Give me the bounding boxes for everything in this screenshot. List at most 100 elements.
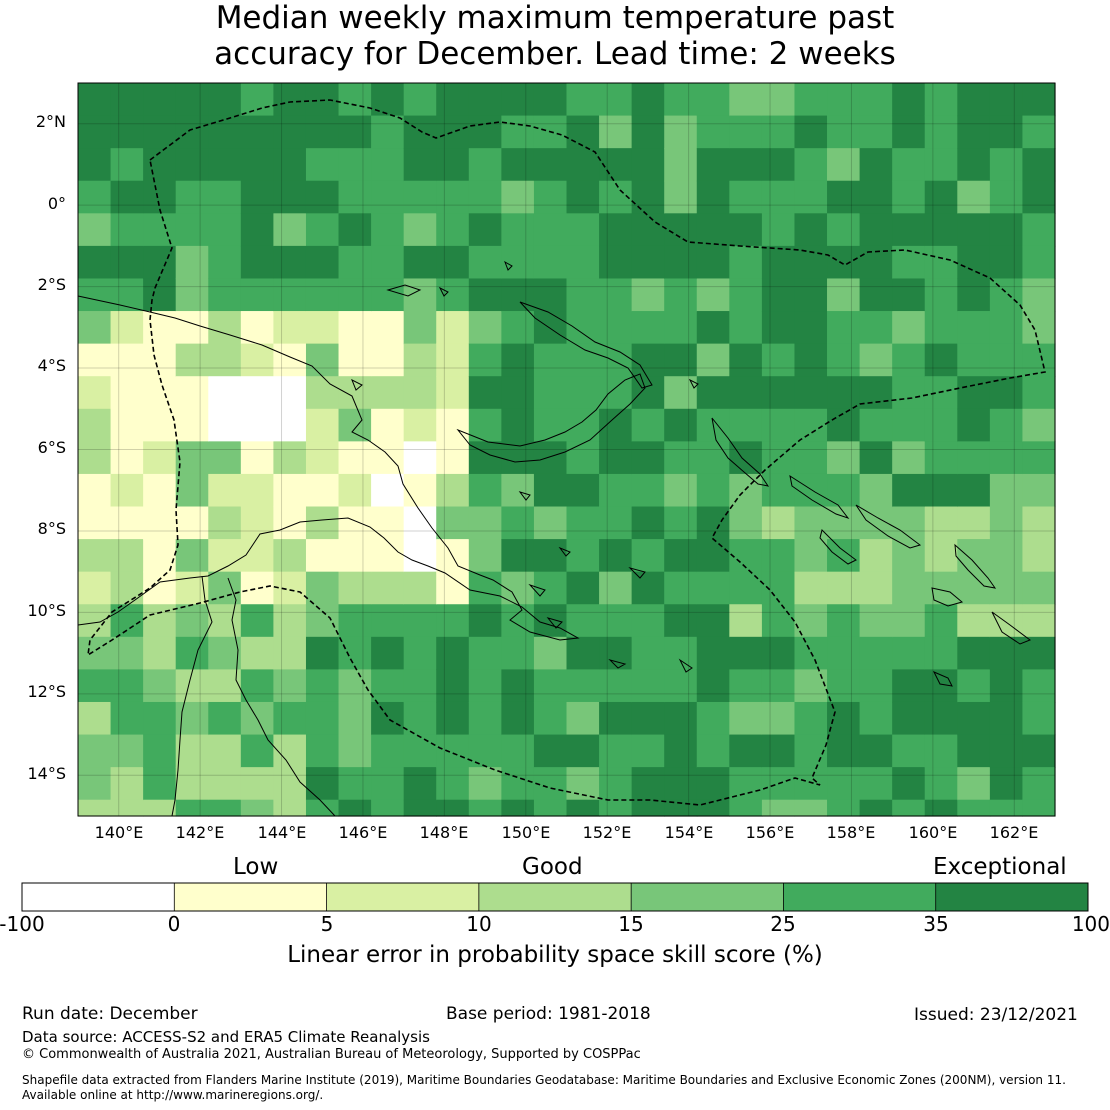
grid-cell [794, 376, 828, 410]
grid-cell [761, 604, 796, 638]
grid-cell [403, 799, 437, 817]
grid-cell [696, 115, 730, 149]
lat-label: 12°S [27, 682, 66, 701]
grid-cell [501, 506, 535, 540]
grid-cell [371, 343, 405, 377]
grid-cell [501, 539, 535, 573]
grid-cell [566, 669, 600, 703]
grid-cell [599, 343, 633, 377]
grid-cell [338, 278, 372, 312]
grid-cell [436, 473, 470, 508]
grid-cell [240, 376, 274, 410]
grid-cell [729, 571, 763, 605]
copyright: © Commonwealth of Australia 2021, Austra… [22, 1047, 641, 1062]
grid-cell [729, 83, 763, 117]
grid-cell [143, 180, 177, 214]
grid-cell [794, 408, 828, 442]
grid-cell [175, 473, 209, 508]
grid-cell [566, 213, 600, 247]
grid-cell [78, 245, 112, 280]
grid-cell [664, 115, 698, 149]
grid-cell [631, 408, 665, 442]
run-date: Run date: December [22, 1004, 198, 1024]
colorbar-title: Linear error in probability space skill … [287, 942, 823, 968]
grid-cell [892, 180, 926, 214]
grid-cell [664, 343, 698, 377]
grid-cell [989, 213, 1024, 247]
grid-cell [631, 636, 665, 670]
grid-cell [436, 213, 470, 247]
grid-cell [371, 148, 405, 182]
grid-cell [403, 180, 437, 214]
grid-cell [892, 767, 926, 801]
grid-cell [696, 441, 730, 475]
grid-cell [110, 83, 144, 117]
grid-cell [371, 473, 405, 508]
grid-cell [371, 278, 405, 312]
grid-cell [338, 473, 372, 508]
grid-cell [305, 311, 340, 345]
coastlines [77, 260, 1032, 817]
grid-cell [827, 245, 861, 280]
grid-cell [696, 539, 730, 573]
grid-cell [78, 473, 112, 508]
grid-cell [208, 180, 242, 214]
grid-cell [110, 767, 144, 801]
grid-cell [729, 734, 763, 768]
grid-cell [273, 539, 307, 573]
tick-label: 15 [618, 912, 644, 936]
grid-cell [989, 311, 1024, 345]
grid-cell [924, 604, 958, 638]
grid-cell [501, 604, 535, 638]
grid-cell [599, 245, 633, 280]
grid-cell [305, 636, 340, 670]
grid-cell [696, 180, 730, 214]
grid-cell [468, 376, 502, 410]
colorbar-segment [22, 883, 175, 911]
grid-cell [371, 115, 405, 149]
grid-cell [761, 636, 796, 670]
grid-cell [729, 636, 763, 670]
grid-cell [989, 180, 1024, 214]
grid-cell [957, 506, 991, 540]
grid-cell [924, 148, 958, 182]
grid-cell [566, 245, 600, 280]
grid-cell [175, 245, 209, 280]
grid-cell [533, 376, 568, 410]
grid-cell [761, 115, 796, 149]
grid-cell [794, 767, 828, 801]
grid-cell [175, 734, 209, 768]
grid-cell [924, 636, 958, 670]
grid-cell [78, 180, 112, 214]
grid-cell [859, 734, 893, 768]
grid-cell [631, 539, 665, 573]
new-ireland-coast [519, 301, 653, 389]
grid-cell [403, 734, 437, 768]
grid-cell [468, 473, 502, 508]
grid-cell [664, 441, 698, 475]
grid-cell [240, 245, 274, 280]
grid-cell [403, 701, 437, 736]
grid-cell [989, 539, 1024, 573]
lat-label: 2°S [37, 275, 66, 294]
grid-cell [794, 83, 828, 117]
grid-cell [957, 180, 991, 214]
grid-cell [729, 408, 763, 442]
grid-cell [696, 636, 730, 670]
grid-cell [338, 799, 372, 817]
grid-cell [631, 604, 665, 638]
grid-cell [110, 473, 144, 508]
grid-cell [957, 473, 991, 508]
grid-cell [403, 83, 437, 117]
grid-cell [468, 213, 502, 247]
grid-cell [468, 278, 502, 312]
grid-cell [208, 83, 242, 117]
grid-cell [599, 83, 633, 117]
grid-cell [696, 213, 730, 247]
grid-cell [273, 115, 307, 149]
grid-cell [468, 767, 502, 801]
grid-cell [143, 636, 177, 670]
grid-cell [566, 701, 600, 736]
grid-cell [696, 376, 730, 410]
grid-cell [892, 799, 926, 817]
